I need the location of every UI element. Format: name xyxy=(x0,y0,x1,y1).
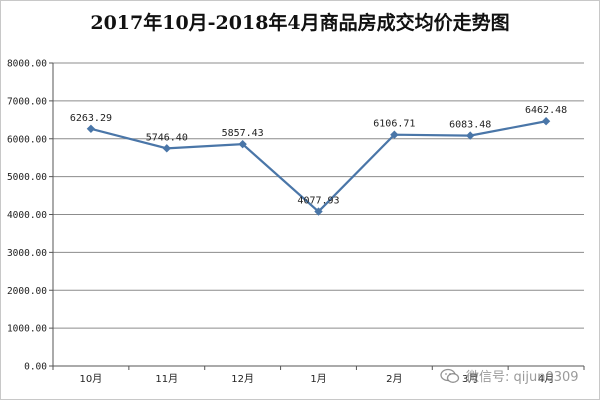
x-tick-label: 4月 xyxy=(538,373,554,385)
x-tick-label: 3月 xyxy=(462,373,478,385)
data-label: 6106.71 xyxy=(373,119,415,130)
data-label: 6083.48 xyxy=(449,120,491,131)
chart-title: 2017年10月-2018年4月商品房成交均价走势图 xyxy=(90,12,510,34)
watermark: 微信号: qijun0309 xyxy=(440,366,579,385)
data-point xyxy=(86,124,96,133)
data-label: 6462.48 xyxy=(525,105,567,116)
data-label: 5746.40 xyxy=(146,132,188,143)
data-label: 5857.43 xyxy=(222,128,264,139)
data-label: 6263.29 xyxy=(70,113,112,124)
watermark-text: 微信号: qijun0309 xyxy=(466,370,579,385)
y-tick-label: 3000.00 xyxy=(7,248,47,259)
x-tick-label: 10月 xyxy=(80,373,103,385)
data-label: 4077.93 xyxy=(297,196,339,207)
y-tick-label: 8000.00 xyxy=(7,59,47,70)
x-tick-label: 2月 xyxy=(386,373,402,385)
y-tick-label: 0.00 xyxy=(24,362,47,373)
data-point xyxy=(238,139,247,149)
y-tick-label: 7000.00 xyxy=(7,96,47,107)
data-point xyxy=(314,207,323,216)
data-point xyxy=(541,117,551,126)
y-tick-label: 6000.00 xyxy=(7,134,47,145)
wechat-icon xyxy=(440,368,460,384)
y-tick-label: 5000.00 xyxy=(7,172,47,183)
data-point xyxy=(466,131,475,140)
data-point xyxy=(162,144,171,153)
y-tick-label: 2000.00 xyxy=(7,286,47,297)
y-tick-label: 1000.00 xyxy=(7,324,47,335)
x-tick-label: 11月 xyxy=(155,373,178,385)
x-tick-label: 1月 xyxy=(310,373,326,385)
data-point xyxy=(390,130,399,139)
x-tick-label: 12月 xyxy=(231,373,254,385)
y-tick-label: 4000.00 xyxy=(7,210,47,221)
